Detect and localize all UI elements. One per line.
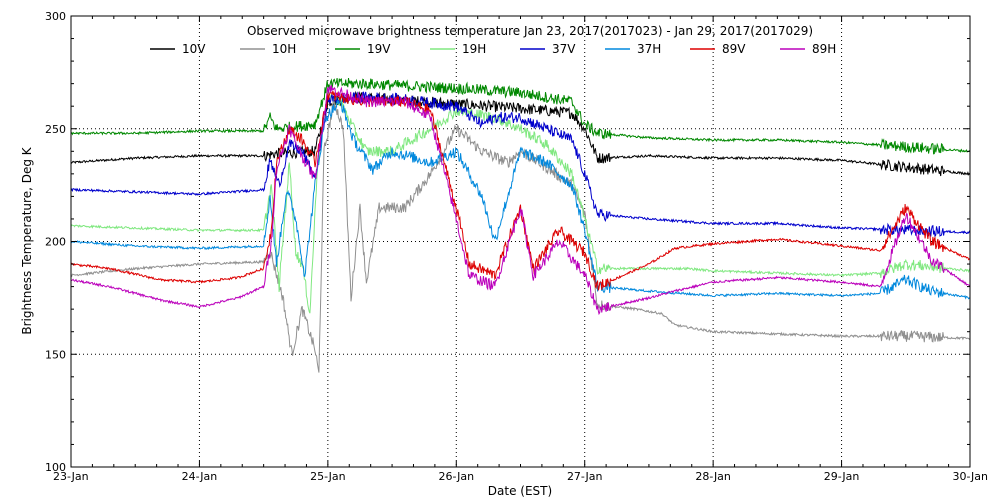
y-tick-label: 250 xyxy=(45,123,66,136)
legend-label-19v: 19V xyxy=(367,42,391,56)
legend-label-10h: 10H xyxy=(272,42,296,56)
x-tick-label: 29-Jan xyxy=(824,470,860,483)
axis-ticks: 100 150 200 250 300 23-Jan 24-Jan 25-Jan 26-Jan 2… xyxy=(45,10,988,483)
x-tick-label: 24-Jan xyxy=(182,470,218,483)
series-line-89v xyxy=(70,90,971,291)
y-tick-label: 200 xyxy=(45,236,66,249)
legend-label-19h: 19H xyxy=(462,42,486,56)
series-line-19v xyxy=(70,78,971,155)
series-line-19h xyxy=(70,89,971,314)
x-tick-label: 26-Jan xyxy=(439,470,475,483)
x-tick-label: 23-Jan xyxy=(53,470,89,483)
x-tick-label: 30-Jan xyxy=(952,470,988,483)
series-line-37v xyxy=(70,91,971,238)
chart-title: Observed microwave brightness temperatur… xyxy=(247,24,813,38)
legend: 10V 10H 19V 19H 37V 37H 89V 89H xyxy=(150,42,836,56)
series-line-89h xyxy=(70,85,971,316)
legend-label-37v: 37V xyxy=(552,42,576,56)
y-tick-label: 150 xyxy=(45,348,66,361)
legend-label-89h: 89H xyxy=(812,42,836,56)
y-tick-label: 100 xyxy=(45,461,66,474)
legend-label-37h: 37H xyxy=(637,42,661,56)
series-line-10v xyxy=(70,90,970,177)
legend-label-10v: 10V xyxy=(182,42,206,56)
series-lines xyxy=(70,78,971,373)
y-axis-label: Brightness Temperature, Deg K xyxy=(20,146,34,334)
x-tick-label: 27-Jan xyxy=(567,470,603,483)
x-axis-label: Date (EST) xyxy=(488,484,552,498)
legend-label-89v: 89V xyxy=(722,42,746,56)
series-line-37h xyxy=(70,98,971,300)
x-tick-label: 28-Jan xyxy=(695,470,731,483)
y-tick-label: 300 xyxy=(45,10,66,23)
x-tick-label: 25-Jan xyxy=(310,470,346,483)
